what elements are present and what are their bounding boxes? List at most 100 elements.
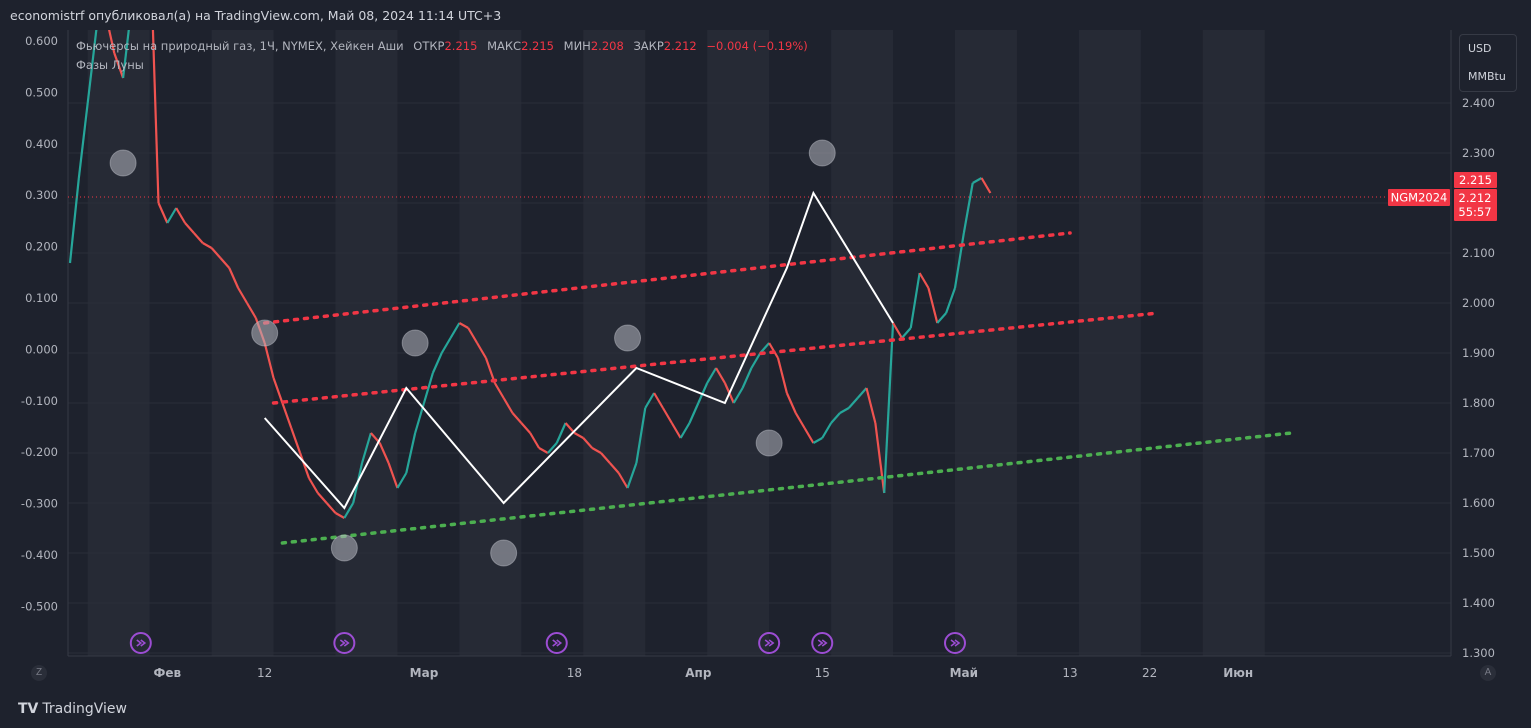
- price-segment: [166, 207, 178, 224]
- price-segment: [927, 287, 939, 324]
- chart-svg[interactable]: 2.4002.3002.2002.1002.0001.9001.8001.700…: [12, 30, 1522, 688]
- moon-phase-circle: [330, 534, 358, 562]
- price-segment: [520, 422, 532, 434]
- timezone-corner-button[interactable]: Z: [31, 665, 47, 681]
- price-segment: [422, 372, 434, 404]
- moon-phase-circle: [614, 324, 642, 352]
- price-segment: [547, 442, 558, 454]
- left-axis-tick: 0.500: [25, 85, 58, 99]
- price-segment: [776, 357, 788, 394]
- price-segment: [688, 402, 700, 424]
- week-band: [1202, 30, 1265, 656]
- price-segment: [635, 407, 647, 464]
- close-value: 2.212: [663, 39, 697, 53]
- brand-label: TradingView: [42, 701, 127, 717]
- price-segment: [263, 342, 275, 379]
- footer: TV TradingView: [0, 690, 1531, 728]
- x-axis-tick: Фев: [154, 666, 182, 680]
- indicator-label[interactable]: Фазы Луны: [76, 58, 144, 72]
- price-segment: [856, 387, 868, 399]
- right-axis-tick: 1.700: [1462, 446, 1495, 460]
- price-segment: [325, 502, 337, 514]
- price-segment: [502, 397, 514, 414]
- price-segment: [715, 367, 726, 384]
- right-axis-tick: 1.600: [1462, 496, 1495, 510]
- chart-area[interactable]: 2.4002.3002.2002.1002.0001.9001.8001.700…: [12, 30, 1522, 688]
- price-segment: [591, 447, 602, 454]
- high-price-tag-bg: [1454, 172, 1497, 188]
- right-axis-tick: 1.800: [1462, 396, 1495, 410]
- currency-unit-box[interactable]: USD MMBtu: [1459, 34, 1517, 92]
- low-value: 2.208: [590, 39, 624, 53]
- new-moon-icon: [944, 632, 966, 654]
- price-segment: [892, 322, 903, 339]
- price-segment: [77, 102, 89, 179]
- price-segment: [108, 30, 116, 54]
- price-segment: [662, 407, 673, 424]
- price-segment: [821, 422, 833, 439]
- price-segment: [529, 432, 540, 449]
- chart-legend: Фьючерсы на природный газ, 1Ч, NYMEX, Хе…: [76, 39, 808, 53]
- price-segment: [316, 492, 328, 504]
- price-segment: [609, 462, 620, 474]
- price-segment: [272, 377, 284, 404]
- close-label: ЗАКР: [633, 39, 664, 53]
- price-segment: [670, 422, 682, 439]
- left-axis-tick: -0.300: [21, 497, 58, 511]
- moon-arrow-glyph: [339, 639, 350, 647]
- price-segment: [484, 357, 496, 384]
- right-axis-tick: 2.400: [1462, 96, 1495, 110]
- price-segment: [582, 437, 593, 449]
- price-segment: [431, 352, 443, 374]
- symbol-price-tag: NGM2024: [1391, 191, 1448, 205]
- x-axis-tick: Июн: [1223, 666, 1253, 680]
- price-segment: [953, 232, 965, 289]
- price-segment: [883, 322, 895, 494]
- moon-arrow-glyph: [764, 639, 775, 647]
- price-segment: [396, 472, 408, 489]
- left-axis-tick: 0.100: [25, 291, 58, 305]
- price-segment: [732, 387, 744, 404]
- price-segment: [184, 222, 195, 234]
- price-segment: [794, 412, 806, 429]
- price-segment: [901, 327, 912, 339]
- publisher-line: economistrf опубликовал(а) на TradingVie…: [10, 8, 502, 23]
- price-segment: [962, 182, 974, 234]
- price-segment: [202, 242, 213, 249]
- moon-phase-circle: [109, 149, 137, 177]
- currency-label[interactable]: USD: [1468, 42, 1492, 55]
- price-segment: [830, 412, 841, 424]
- price-segment: [440, 337, 452, 354]
- close-tag-block-bg: [1454, 189, 1497, 221]
- price-segment: [847, 397, 859, 409]
- auto-scale-button[interactable]: A: [1480, 665, 1496, 681]
- price-segment: [343, 502, 355, 519]
- x-axis-tick: 18: [567, 666, 582, 680]
- price-segment: [839, 407, 850, 414]
- price-segment: [600, 452, 611, 464]
- price-segment: [210, 247, 222, 259]
- unit-label[interactable]: MMBtu: [1468, 70, 1506, 83]
- top-bar: economistrf опубликовал(а) на TradingVie…: [0, 0, 1531, 30]
- left-axis-tick: 0.300: [25, 188, 58, 202]
- price-segment: [493, 382, 505, 399]
- symbol-label[interactable]: Фьючерсы на природный газ, 1Ч, NYMEX, Хе…: [76, 39, 404, 53]
- right-axis-tick: 2.100: [1462, 246, 1495, 260]
- left-axis-tick: -0.100: [21, 394, 58, 408]
- moon-arrow-glyph: [950, 639, 961, 647]
- price-segment: [945, 287, 957, 314]
- price-segment: [449, 322, 461, 339]
- price-segment: [467, 327, 479, 344]
- left-axis-tick: 0.400: [25, 137, 58, 151]
- open-value: 2.215: [444, 39, 478, 53]
- price-segment: [785, 392, 797, 414]
- x-axis-tick: Май: [950, 666, 978, 680]
- price-segment: [360, 432, 372, 464]
- price-segment: [113, 52, 125, 79]
- tradingview-logo[interactable]: TV TradingView: [18, 701, 127, 717]
- week-band: [335, 30, 398, 656]
- price-segment: [741, 367, 753, 389]
- price-segment: [458, 322, 469, 329]
- price-segment: [644, 392, 656, 409]
- countdown-tag: 55:57: [1458, 205, 1491, 219]
